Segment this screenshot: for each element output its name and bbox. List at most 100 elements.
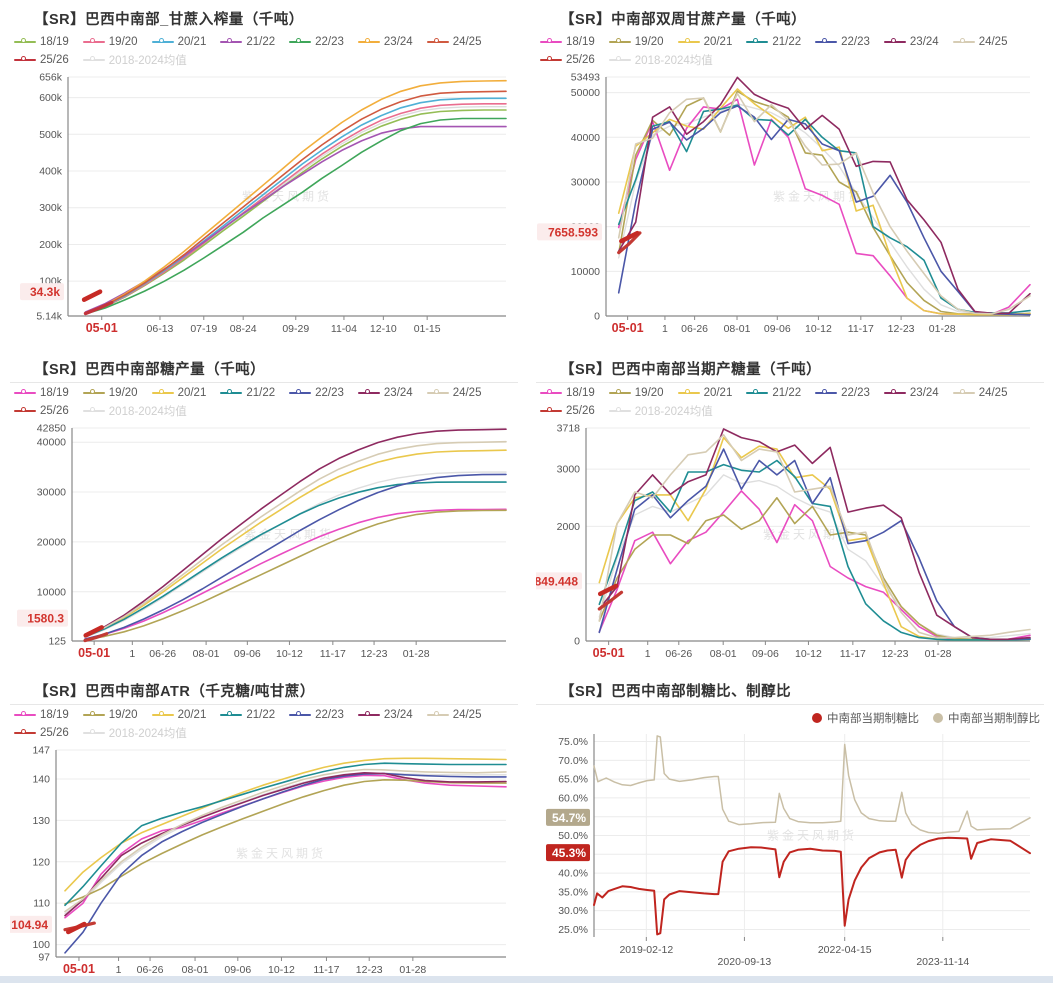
- legend-item-18-19[interactable]: 18/19: [14, 387, 69, 399]
- legend-item-20-21[interactable]: 20/21: [151, 36, 206, 48]
- y-tick-label: 100: [32, 939, 50, 951]
- legend-item-24-25[interactable]: 24/25: [426, 709, 481, 721]
- chart-canvas: 0100020003000371805-01106-2608-0109-0610…: [524, 423, 1031, 660]
- legend-item-2018-2024[interactable]: 2018-2024均值: [82, 52, 187, 68]
- x-tick-label: 01-15: [414, 323, 441, 335]
- legend-line-circle-icon: [608, 55, 631, 64]
- legend-item-18-19[interactable]: 18/19: [540, 36, 595, 48]
- x-tick-label: 08-01: [193, 648, 220, 660]
- latest-value-slash-icon: [597, 583, 619, 597]
- legend-item-19-20[interactable]: 19/20: [608, 387, 664, 399]
- legend-line-circle-icon: [14, 55, 36, 64]
- chart-legend: 18/19 19/20 20/21 21/22 22/23 23/24 24/25 25/26…: [536, 383, 1050, 421]
- legend-item-21-22[interactable]: 21/22: [220, 387, 275, 399]
- panel-sugar-ethanol-ratio: 【SR】巴西中南部制糖比、制醇比 中南部当期制糖比 中南部当期制醇比 25.0% 3…: [528, 672, 1050, 980]
- series-line-24-25: [617, 92, 1031, 315]
- legend-label: 中南部当期制糖比: [827, 713, 919, 725]
- series-line-24-25: [598, 434, 1031, 639]
- legend-item-19-20[interactable]: 19/20: [82, 36, 138, 48]
- legend-label: 22/23: [841, 387, 870, 400]
- legend-label: 23/24: [383, 36, 413, 49]
- annotation-label: 34.3k: [30, 285, 60, 299]
- legend-item-21-22[interactable]: 21/22: [746, 36, 801, 48]
- legend-item-23-24[interactable]: 23/24: [883, 36, 939, 48]
- y-tick-label: 147: [32, 745, 50, 757]
- legend-item-20-21[interactable]: 20/21: [677, 36, 732, 48]
- chart-canvas: 25.0%30.0%35.0%40.0%45.0%50.0%55.0%60.0%…: [546, 734, 1031, 968]
- chart-area-current-sugar-output: 0100020003000371805-01106-2608-0109-0610…: [524, 421, 1050, 676]
- legend-item-20-21[interactable]: 20/21: [677, 387, 732, 399]
- legend-label: 2018-2024均值: [108, 405, 187, 418]
- y-tick-label: 0: [594, 311, 600, 323]
- legend-item-23-24[interactable]: 23/24: [357, 709, 413, 721]
- legend-line-circle-icon: [151, 389, 174, 397]
- x-tick-label: 12-23: [888, 323, 915, 335]
- legend-item-25-26[interactable]: 25/26: [14, 727, 69, 739]
- panel-crush-volume: 【SR】巴西中南部_甘蔗入榨量（千吨） 18/19 19/20 20/21 21/22…: [2, 0, 524, 348]
- legend-item-25-26[interactable]: 25/26: [540, 405, 595, 417]
- legend-item-22-23[interactable]: 22/23: [289, 709, 344, 721]
- y-tick-label: 30.0%: [558, 905, 588, 917]
- legend-label: 22/23: [841, 36, 870, 49]
- legend-line-circle-icon: [540, 55, 562, 64]
- legend-item-18-19[interactable]: 18/19: [540, 387, 595, 399]
- chart-legend: 18/19 19/20 20/21 21/22 22/23 23/24 24/25 25/26…: [536, 32, 1050, 70]
- legend-item-20-21[interactable]: 20/21: [151, 709, 206, 721]
- legend-item-22-23[interactable]: 22/23: [289, 36, 344, 48]
- legend-item-21-22[interactable]: 21/22: [220, 709, 275, 721]
- annotation-label: 849.448: [536, 574, 578, 588]
- x-tick-label: 01-28: [929, 323, 956, 335]
- legend-item-25-26[interactable]: 25/26: [540, 54, 595, 66]
- legend-line-circle-icon: [608, 389, 631, 397]
- legend-item-24-25[interactable]: 24/25: [426, 387, 481, 399]
- legend-label: 22/23: [315, 36, 344, 49]
- y-tick-label: 97: [38, 952, 50, 964]
- latest-value-slash-icon: [83, 625, 104, 638]
- series-line-19-20: [84, 102, 507, 315]
- legend-label: 19/20: [108, 709, 138, 722]
- series-line-25-26: [617, 231, 642, 255]
- legend-item-24-25[interactable]: 24/25: [426, 36, 481, 48]
- annotation-box: [546, 844, 590, 862]
- legend-item-25-26[interactable]: 25/26: [14, 405, 69, 417]
- legend-label: 21/22: [772, 387, 802, 400]
- legend-item-23-24[interactable]: 23/24: [883, 387, 939, 399]
- legend-line-circle-icon: [82, 38, 105, 46]
- legend-item-25-26[interactable]: 25/26: [14, 54, 69, 66]
- legend-item-23-24[interactable]: 23/24: [357, 387, 413, 399]
- panel-atr: 【SR】巴西中南部ATR（千克糖/吨甘蔗） 18/19 19/20 20/21 21/…: [1, 672, 524, 980]
- legend-item-21-22[interactable]: 21/22: [220, 36, 275, 48]
- legend-line-circle-icon: [426, 38, 449, 46]
- legend-item-23-24[interactable]: 23/24: [357, 36, 413, 49]
- legend-item-2018-2024[interactable]: 2018-2024均值: [82, 725, 187, 741]
- legend-item-19-20[interactable]: 19/20: [82, 709, 138, 722]
- x-tick-label: 12-23: [882, 648, 909, 660]
- legend-item-21-22[interactable]: 21/22: [746, 387, 801, 399]
- legend-line-circle-icon: [883, 389, 906, 397]
- legend-item-18-19[interactable]: 18/19: [14, 36, 69, 48]
- legend-item-22-23[interactable]: 22/23: [815, 36, 870, 48]
- legend-item-item[interactable]: 中南部当期制醇比: [933, 710, 1040, 726]
- legend-item-18-19[interactable]: 18/19: [14, 709, 69, 721]
- watermark: 紫金天风期货: [767, 828, 857, 843]
- x-tick-label: 1: [116, 964, 122, 976]
- legend-item-19-20[interactable]: 19/20: [82, 387, 138, 399]
- x-tick-label: 10-12: [268, 964, 295, 976]
- legend-item-2018-2024[interactable]: 2018-2024均值: [608, 403, 713, 419]
- x-tick-label: 11-17: [840, 648, 866, 660]
- legend-item-item[interactable]: 中南部当期制糖比: [812, 710, 919, 726]
- legend-item-22-23[interactable]: 22/23: [289, 387, 344, 399]
- legend-item-22-23[interactable]: 22/23: [815, 387, 870, 399]
- y-tick-label: 40000: [571, 132, 600, 144]
- series-line-22-23: [84, 117, 507, 315]
- chart-legend: 18/19 19/20 20/21 21/22 22/23 23/24 24/25 25/26…: [10, 383, 524, 421]
- chart-title-current-sugar-output: 【SR】巴西中南部当期产糖量（千吨）: [536, 354, 1044, 383]
- legend-item-2018-2024[interactable]: 2018-2024均值: [608, 52, 713, 68]
- legend-item-24-25[interactable]: 24/25: [952, 387, 1007, 399]
- x-tick-label: 09-29: [282, 323, 309, 335]
- legend-item-19-20[interactable]: 19/20: [608, 36, 664, 48]
- legend-item-20-21[interactable]: 20/21: [151, 387, 206, 399]
- x-tick-label: 05-01: [63, 962, 95, 976]
- legend-item-2018-2024[interactable]: 2018-2024均值: [82, 403, 187, 419]
- legend-item-24-25[interactable]: 24/25: [952, 36, 1007, 48]
